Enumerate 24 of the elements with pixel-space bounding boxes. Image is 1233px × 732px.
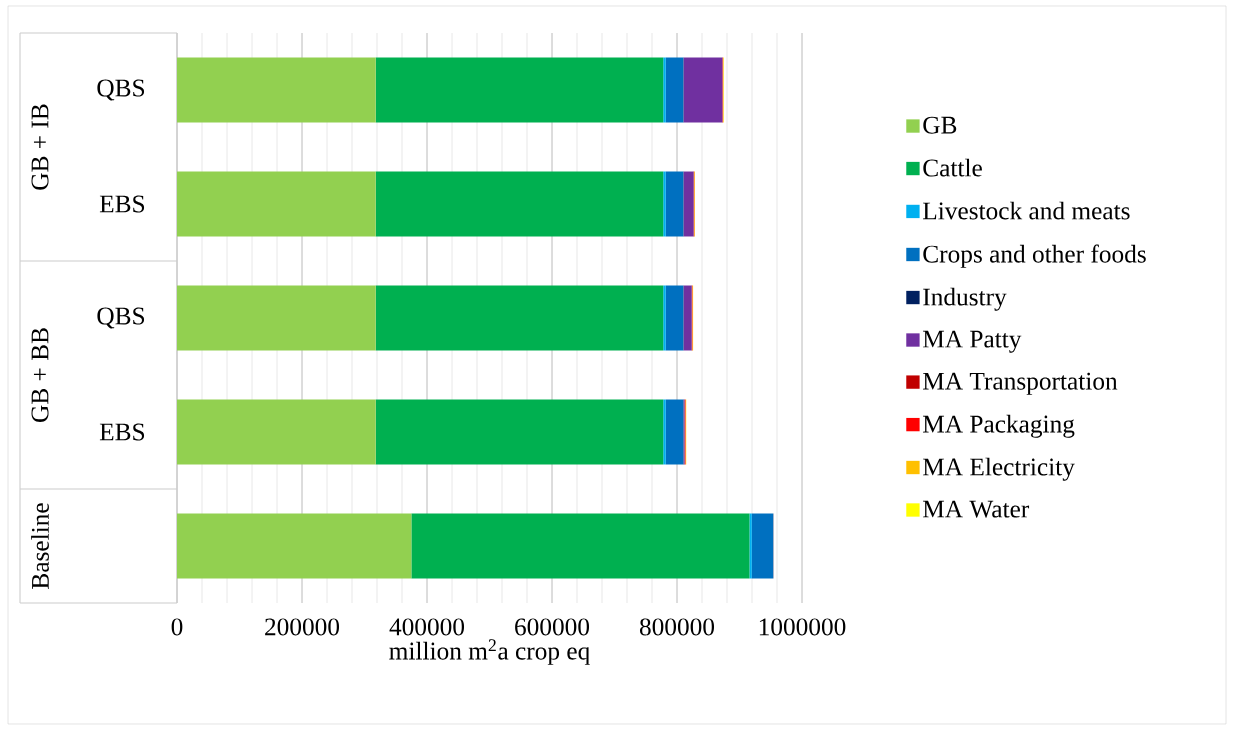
text: Baseline xyxy=(31,503,49,589)
x-tick-label: 200000 xyxy=(265,618,340,636)
legend-label: MA Electricity xyxy=(923,457,1075,481)
legend-label: Cattle xyxy=(923,158,982,177)
y-tick-label: EBS xyxy=(99,423,145,441)
y-tick-label: EBS xyxy=(99,195,145,213)
y-tick-label: QBS xyxy=(97,307,145,329)
legend-label: MA Patty xyxy=(923,330,1022,353)
legend-label: Industry xyxy=(923,287,1007,311)
legend-label: GB xyxy=(923,116,957,134)
x-tick-label: 800000 xyxy=(639,618,715,636)
legend-label: MA Transportation xyxy=(923,372,1118,395)
y-tick-label: QBS xyxy=(97,79,145,101)
legend-label: Livestock and meats xyxy=(923,201,1130,220)
x-tick-label: 1000000 xyxy=(759,618,846,636)
x-axis-title: million m$^{2}$a crop eq xyxy=(389,639,590,665)
text: GB + IB xyxy=(31,104,49,190)
legend-label: MA Packaging xyxy=(923,414,1075,438)
x-tick-label: 600000 xyxy=(515,618,590,636)
text: GB + BB xyxy=(31,328,49,422)
x-tick-label: 400000 xyxy=(389,618,465,636)
x-tick-label: 0 xyxy=(171,618,183,636)
legend-label: Crops and other foods xyxy=(923,244,1146,268)
legend-label: MA Water xyxy=(923,500,1030,518)
